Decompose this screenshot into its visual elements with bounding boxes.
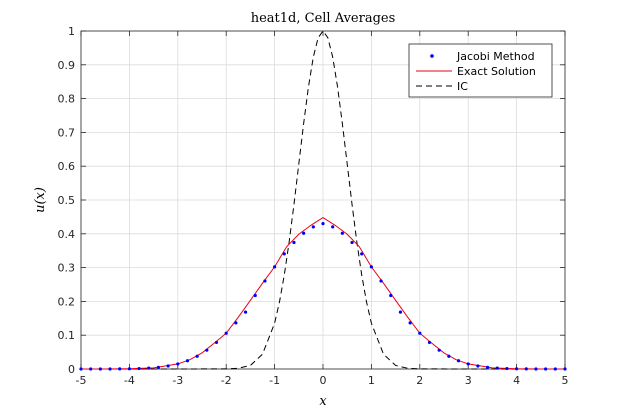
x-tick-label: 4 <box>513 374 520 387</box>
jacobi-point <box>515 367 519 371</box>
x-axis: -5 -4 -3 -2 -1 0 1 2 3 4 5 <box>76 31 569 387</box>
exact-solution-line <box>80 216 566 370</box>
jacobi-point <box>427 340 432 345</box>
jacobi-point <box>340 231 344 235</box>
jacobi-point <box>185 359 190 363</box>
y-tick-label: 0.1 <box>58 329 76 342</box>
jacobi-point <box>485 365 490 369</box>
legend-label: IC <box>457 80 468 93</box>
y-tick-label: 0.6 <box>58 160 76 173</box>
jacobi-point <box>214 340 219 345</box>
jacobi-point <box>282 252 286 256</box>
jacobi-point <box>369 265 373 269</box>
jacobi-point <box>176 362 180 366</box>
plot-area <box>79 30 567 371</box>
y-tick-label: 0.3 <box>58 262 76 275</box>
y-tick-label: 0.8 <box>58 93 76 106</box>
jacobi-point <box>456 359 461 363</box>
y-tick-label: 1 <box>68 25 75 38</box>
jacobi-point <box>331 225 335 229</box>
jacobi-point <box>166 364 170 368</box>
jacobi-point <box>408 321 412 325</box>
jacobi-point <box>437 348 441 352</box>
chart-title: heat1d, Cell Averages <box>251 11 396 26</box>
jacobi-point <box>89 367 93 371</box>
legend: Jacobi Method Exact Solution IC <box>408 43 553 98</box>
jacobi-point <box>418 331 422 335</box>
jacobi-point <box>534 367 538 371</box>
legend-marker-dot <box>430 54 434 58</box>
jacobi-point <box>273 265 277 269</box>
jacobi-point <box>137 366 141 371</box>
x-tick-label: -2 <box>221 374 232 387</box>
jacobi-point <box>118 367 122 371</box>
jacobi-point <box>205 348 209 352</box>
x-tick-label: 0 <box>320 374 327 387</box>
x-tick-label: 5 <box>562 374 569 387</box>
jacobi-point <box>195 354 199 358</box>
jacobi-point <box>321 222 325 226</box>
y-axis-label: u(x) <box>33 187 48 213</box>
jacobi-point <box>263 279 267 283</box>
jacobi-point <box>292 240 296 245</box>
jacobi-point <box>243 310 248 314</box>
x-tick-label: -4 <box>124 374 135 387</box>
jacobi-point <box>495 366 499 370</box>
jacobi-point <box>234 321 238 325</box>
jacobi-point <box>311 225 315 229</box>
jacobi-point <box>466 362 470 366</box>
y-tick-label: 0.9 <box>58 59 76 72</box>
jacobi-point <box>447 354 451 358</box>
legend-label: Exact Solution <box>457 65 536 78</box>
jacobi-point <box>108 367 112 371</box>
jacobi-point <box>524 367 528 371</box>
x-tick-label: -3 <box>172 374 183 387</box>
jacobi-point <box>302 231 306 235</box>
jacobi-point <box>505 366 509 371</box>
jacobi-point <box>553 367 557 371</box>
x-tick-label: 1 <box>368 374 375 387</box>
jacobi-point <box>156 365 161 369</box>
x-tick-label: -1 <box>269 374 280 387</box>
jacobi-point <box>350 240 354 245</box>
y-tick-label: 0.7 <box>58 126 76 139</box>
jacobi-point <box>224 331 228 335</box>
x-tick-label: 3 <box>465 374 472 387</box>
y-tick-label: 0 <box>68 363 75 376</box>
jacobi-point <box>98 367 102 371</box>
y-tick-label: 0.2 <box>58 295 76 308</box>
jacobi-point <box>253 293 257 298</box>
jacobi-point <box>563 367 567 371</box>
jacobi-point <box>389 293 393 298</box>
jacobi-point <box>544 367 548 371</box>
jacobi-point <box>360 252 364 256</box>
x-tick-label: -5 <box>76 374 87 387</box>
legend-label: Jacobi Method <box>456 50 535 63</box>
jacobi-point <box>398 310 403 314</box>
jacobi-point <box>147 366 151 370</box>
y-tick-label: 0.4 <box>58 228 76 241</box>
jacobi-point <box>379 279 383 283</box>
x-tick-label: 2 <box>416 374 423 387</box>
jacobi-point <box>476 364 480 368</box>
jacobi-point <box>79 367 83 371</box>
y-axis: 0 0.1 0.2 0.3 0.4 0.5 0.6 0.7 0.8 0.9 1 <box>58 25 565 376</box>
x-axis-label: x <box>319 394 327 409</box>
y-tick-label: 0.5 <box>58 194 76 207</box>
jacobi-point <box>127 367 131 371</box>
